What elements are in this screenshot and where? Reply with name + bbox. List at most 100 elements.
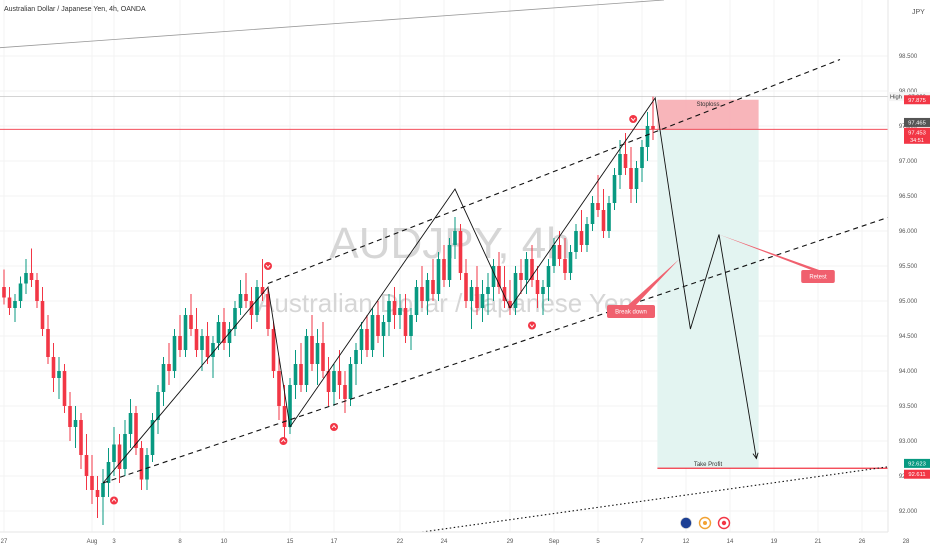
candle-body (629, 168, 633, 189)
watermark-name: Australian Dollar / Japanese Yen (257, 288, 633, 318)
candle-body (491, 266, 496, 287)
candle-body (128, 413, 133, 434)
candle-body (464, 273, 468, 301)
candle-body (612, 175, 617, 203)
candle-body (266, 294, 270, 329)
candle-body (117, 444, 122, 469)
price-tag-countdown: 34:51 (910, 138, 924, 144)
candle-body (634, 168, 639, 189)
candle-body (260, 287, 265, 294)
currency-label: JPY (912, 9, 925, 16)
buy-signal-icon (279, 437, 288, 445)
price-tag (904, 127, 930, 144)
time-axis[interactable] (0, 532, 932, 550)
candle-body (73, 420, 78, 427)
price-tick-label: 93.500 (899, 404, 918, 410)
price-tag (904, 458, 930, 468)
candle-body (200, 336, 204, 350)
marker-arrow-icon (265, 264, 271, 269)
price-tag-name-bg (888, 92, 904, 102)
candle-body (640, 147, 644, 168)
candle-body (458, 231, 463, 273)
time-tick-label: 24 (441, 539, 448, 545)
candle-body (150, 420, 155, 455)
candle-body (376, 315, 380, 336)
candle-body (2, 287, 6, 298)
candle-body (403, 308, 408, 336)
candle-body (541, 287, 545, 294)
price-tags: 97.920High97.87597.46597.45334:5192.6239… (888, 92, 930, 479)
time-axis-labels: 27 Aug 3 8 10 15 17 22 24 29 Sep 5 7 12 14 19 21 26 28 (1, 539, 910, 545)
calendar-event-dot-icon (703, 521, 707, 525)
candle-body (398, 308, 402, 315)
candle-body (57, 371, 61, 378)
price-axis-labels: 98.500 98.000 97.500 97.000 96.500 96.000 95.5… (899, 54, 918, 515)
candle-body (343, 385, 347, 399)
time-tick-label: 8 (178, 539, 182, 545)
sell-signal-icon (528, 321, 536, 330)
candle-body (68, 406, 72, 427)
candle-body (13, 301, 17, 308)
time-tick-label: 3 (112, 539, 116, 545)
candle-body (40, 301, 45, 329)
candle-body (183, 315, 188, 350)
event-icons[interactable] (680, 516, 731, 530)
candle-body (24, 273, 28, 284)
annotations: Break down Retest (607, 234, 835, 318)
candle-body (90, 476, 94, 490)
annotation-pointer (627, 259, 680, 306)
candle-body (392, 301, 397, 315)
annotation-label: Retest (809, 275, 827, 281)
candle-body (332, 371, 336, 392)
candle-body (134, 413, 138, 448)
candle-body (46, 329, 50, 357)
price-tag (904, 469, 930, 479)
price-tag (904, 95, 930, 105)
time-tick-label: 22 (397, 539, 404, 545)
candle-body (156, 392, 160, 420)
candle-body (194, 329, 199, 350)
australia-flag-icon[interactable] (680, 517, 692, 529)
candle-body (623, 154, 628, 168)
support-trendline (421, 460, 932, 533)
price-tick-label: 95.000 (899, 299, 918, 305)
candle-body (271, 329, 276, 371)
candle-body (431, 280, 435, 294)
price-tick-label: 97.500 (899, 124, 918, 130)
candle-body (255, 287, 259, 315)
candle-body (519, 273, 523, 280)
time-tick-label: 14 (727, 539, 734, 545)
candle-body (7, 297, 12, 308)
candle-body (535, 280, 540, 294)
annotation-pointer (719, 234, 822, 271)
candle-body (590, 203, 595, 224)
signal-markers (110, 115, 638, 505)
price-tag-value: 97.465 (908, 120, 926, 126)
candle-body (211, 343, 215, 357)
candle-body (354, 350, 358, 364)
candle-body (84, 455, 89, 476)
candle-body (502, 287, 507, 301)
candle-body (557, 245, 562, 259)
time-tick-label: 19 (771, 539, 778, 545)
candle-body (178, 336, 182, 350)
candle-body (310, 336, 314, 364)
candle-body (233, 308, 237, 329)
candle-body (288, 385, 292, 427)
price-tick-label: 96.500 (899, 194, 918, 200)
candle-body (145, 455, 149, 480)
candlestick-series (2, 96, 655, 525)
channel-line (267, 58, 841, 285)
time-tick-label: Sep (549, 539, 560, 545)
candle-body (568, 252, 573, 273)
buy-signal-icon (330, 423, 338, 431)
time-tick-label: 15 (287, 539, 294, 545)
candle-body (497, 266, 501, 287)
price-axis[interactable] (888, 0, 932, 532)
time-tick-label: 26 (859, 539, 866, 545)
candle-body (238, 294, 243, 308)
sell-signal-icon (264, 262, 272, 270)
candle-body (475, 287, 479, 308)
candle-body (123, 434, 127, 469)
